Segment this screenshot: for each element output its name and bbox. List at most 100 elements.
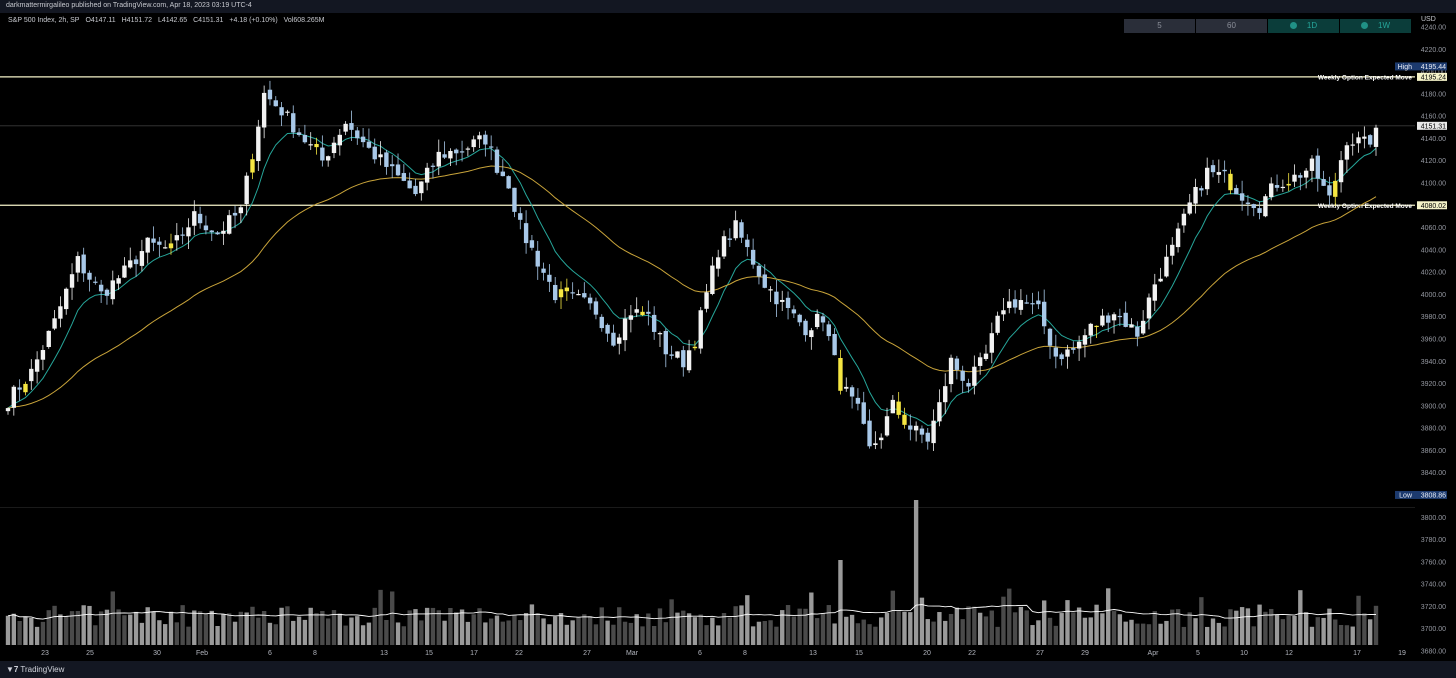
candle-body [1274,185,1280,188]
volume-bar [745,595,750,645]
candle-body [977,357,983,366]
candle-body [570,292,575,294]
volume-bar [128,614,133,645]
timeframe-1w-button[interactable]: 1W [1340,19,1411,33]
volume-ma-line [7,604,1377,620]
candle-body [512,187,517,212]
volume-bar [122,615,127,645]
candle-body [215,232,220,235]
volume-bar [500,621,505,645]
volume-bar [93,625,98,645]
timeframe-60-button[interactable]: 60 [1196,19,1267,33]
volume-bar [395,622,401,645]
volume-bar [1170,609,1175,645]
volume-bar [640,626,645,645]
y-tick-label: 4240.00 [1421,25,1446,32]
volume-bar [1007,588,1012,645]
volume-bar [448,607,453,645]
volume-bar [256,617,261,645]
candle-body [1216,172,1222,175]
volume-bar [867,624,872,645]
volume-bar [1036,620,1041,645]
candle-body [145,237,150,253]
candle-body [500,171,505,177]
y-tick-label: 4060.00 [1421,225,1446,232]
volume-bar [1286,615,1291,645]
volume-bar [529,604,535,645]
candle-body [599,316,604,329]
volume-bar [384,619,389,645]
volume-bar [1164,620,1169,645]
timeframe-1d-button[interactable]: 1D [1268,19,1339,33]
candle-body [360,136,366,143]
candle-body [1257,208,1262,213]
volume-bar [1269,608,1274,645]
volume-bar [81,605,86,645]
volume-bar [692,617,698,645]
volume-bar [1175,609,1181,645]
volume-bar [261,611,267,645]
volume-bar [1123,621,1128,645]
volume-bar [407,610,412,645]
candle-body [52,318,57,329]
last-price-tag-value-box [1417,121,1447,130]
volume-bar [797,608,802,645]
volume-bar [110,591,115,645]
y-tick-label: 4220.00 [1421,47,1446,54]
ema-slow-line [7,165,1377,409]
candle-body [471,139,476,148]
candle-body [553,284,558,301]
candle-body [232,212,238,216]
candle-body [727,238,733,240]
chart-frame[interactable]: Weekly Option Expected Move Weekly Option… [0,13,1456,661]
level-bottom-tag-value-box [1417,201,1447,210]
volume-bar [879,617,884,645]
candle-body [1187,202,1192,214]
candle-body [1076,341,1082,349]
candle-body [960,370,965,381]
candle-body [605,324,610,334]
volume-bar [104,609,110,645]
volume-bar [989,610,994,645]
volume-bar [1042,600,1047,645]
volume-bar [471,614,476,645]
x-tick-label: 13 [380,650,388,657]
volume-bar [244,612,249,645]
high-tag-label-box [1395,62,1417,71]
volume-bar [1059,613,1064,645]
candle-body [733,220,738,239]
volume-bar [273,624,278,645]
candle-body [186,227,191,237]
candle-body [995,315,1000,333]
x-tick-label: 19 [1398,650,1406,657]
volume-bar [1152,611,1157,645]
volume-bar [75,610,81,645]
volume-bar [849,614,855,645]
candle-body [93,281,98,283]
volume-bar [774,626,779,645]
candle-body [698,310,703,349]
volume-bar [401,626,407,645]
candle-body [139,251,145,266]
x-tick-label: Mar [626,650,639,657]
candle-body [1111,314,1117,321]
volume-bar [931,621,936,645]
volume-bar [791,616,797,645]
volume-bar [442,620,447,645]
volume-bar [1100,613,1105,645]
y-tick-label: 3900.00 [1421,403,1446,410]
volume-bar [372,607,377,645]
timeframe-5-button[interactable]: 5 [1124,19,1195,33]
candle-body [174,235,180,241]
volume-bar [308,607,313,645]
candle-body [483,134,488,145]
price-chart[interactable]: Weekly Option Expected Move Weekly Option… [0,13,1456,661]
volume-bar [116,609,121,645]
candle-body [1292,174,1297,182]
candle-body [890,399,896,414]
candle-body [838,357,843,391]
x-tick-label: 17 [470,650,478,657]
volume-bar [1350,626,1355,645]
volume-bar [52,605,57,645]
volume-bar [838,560,843,645]
